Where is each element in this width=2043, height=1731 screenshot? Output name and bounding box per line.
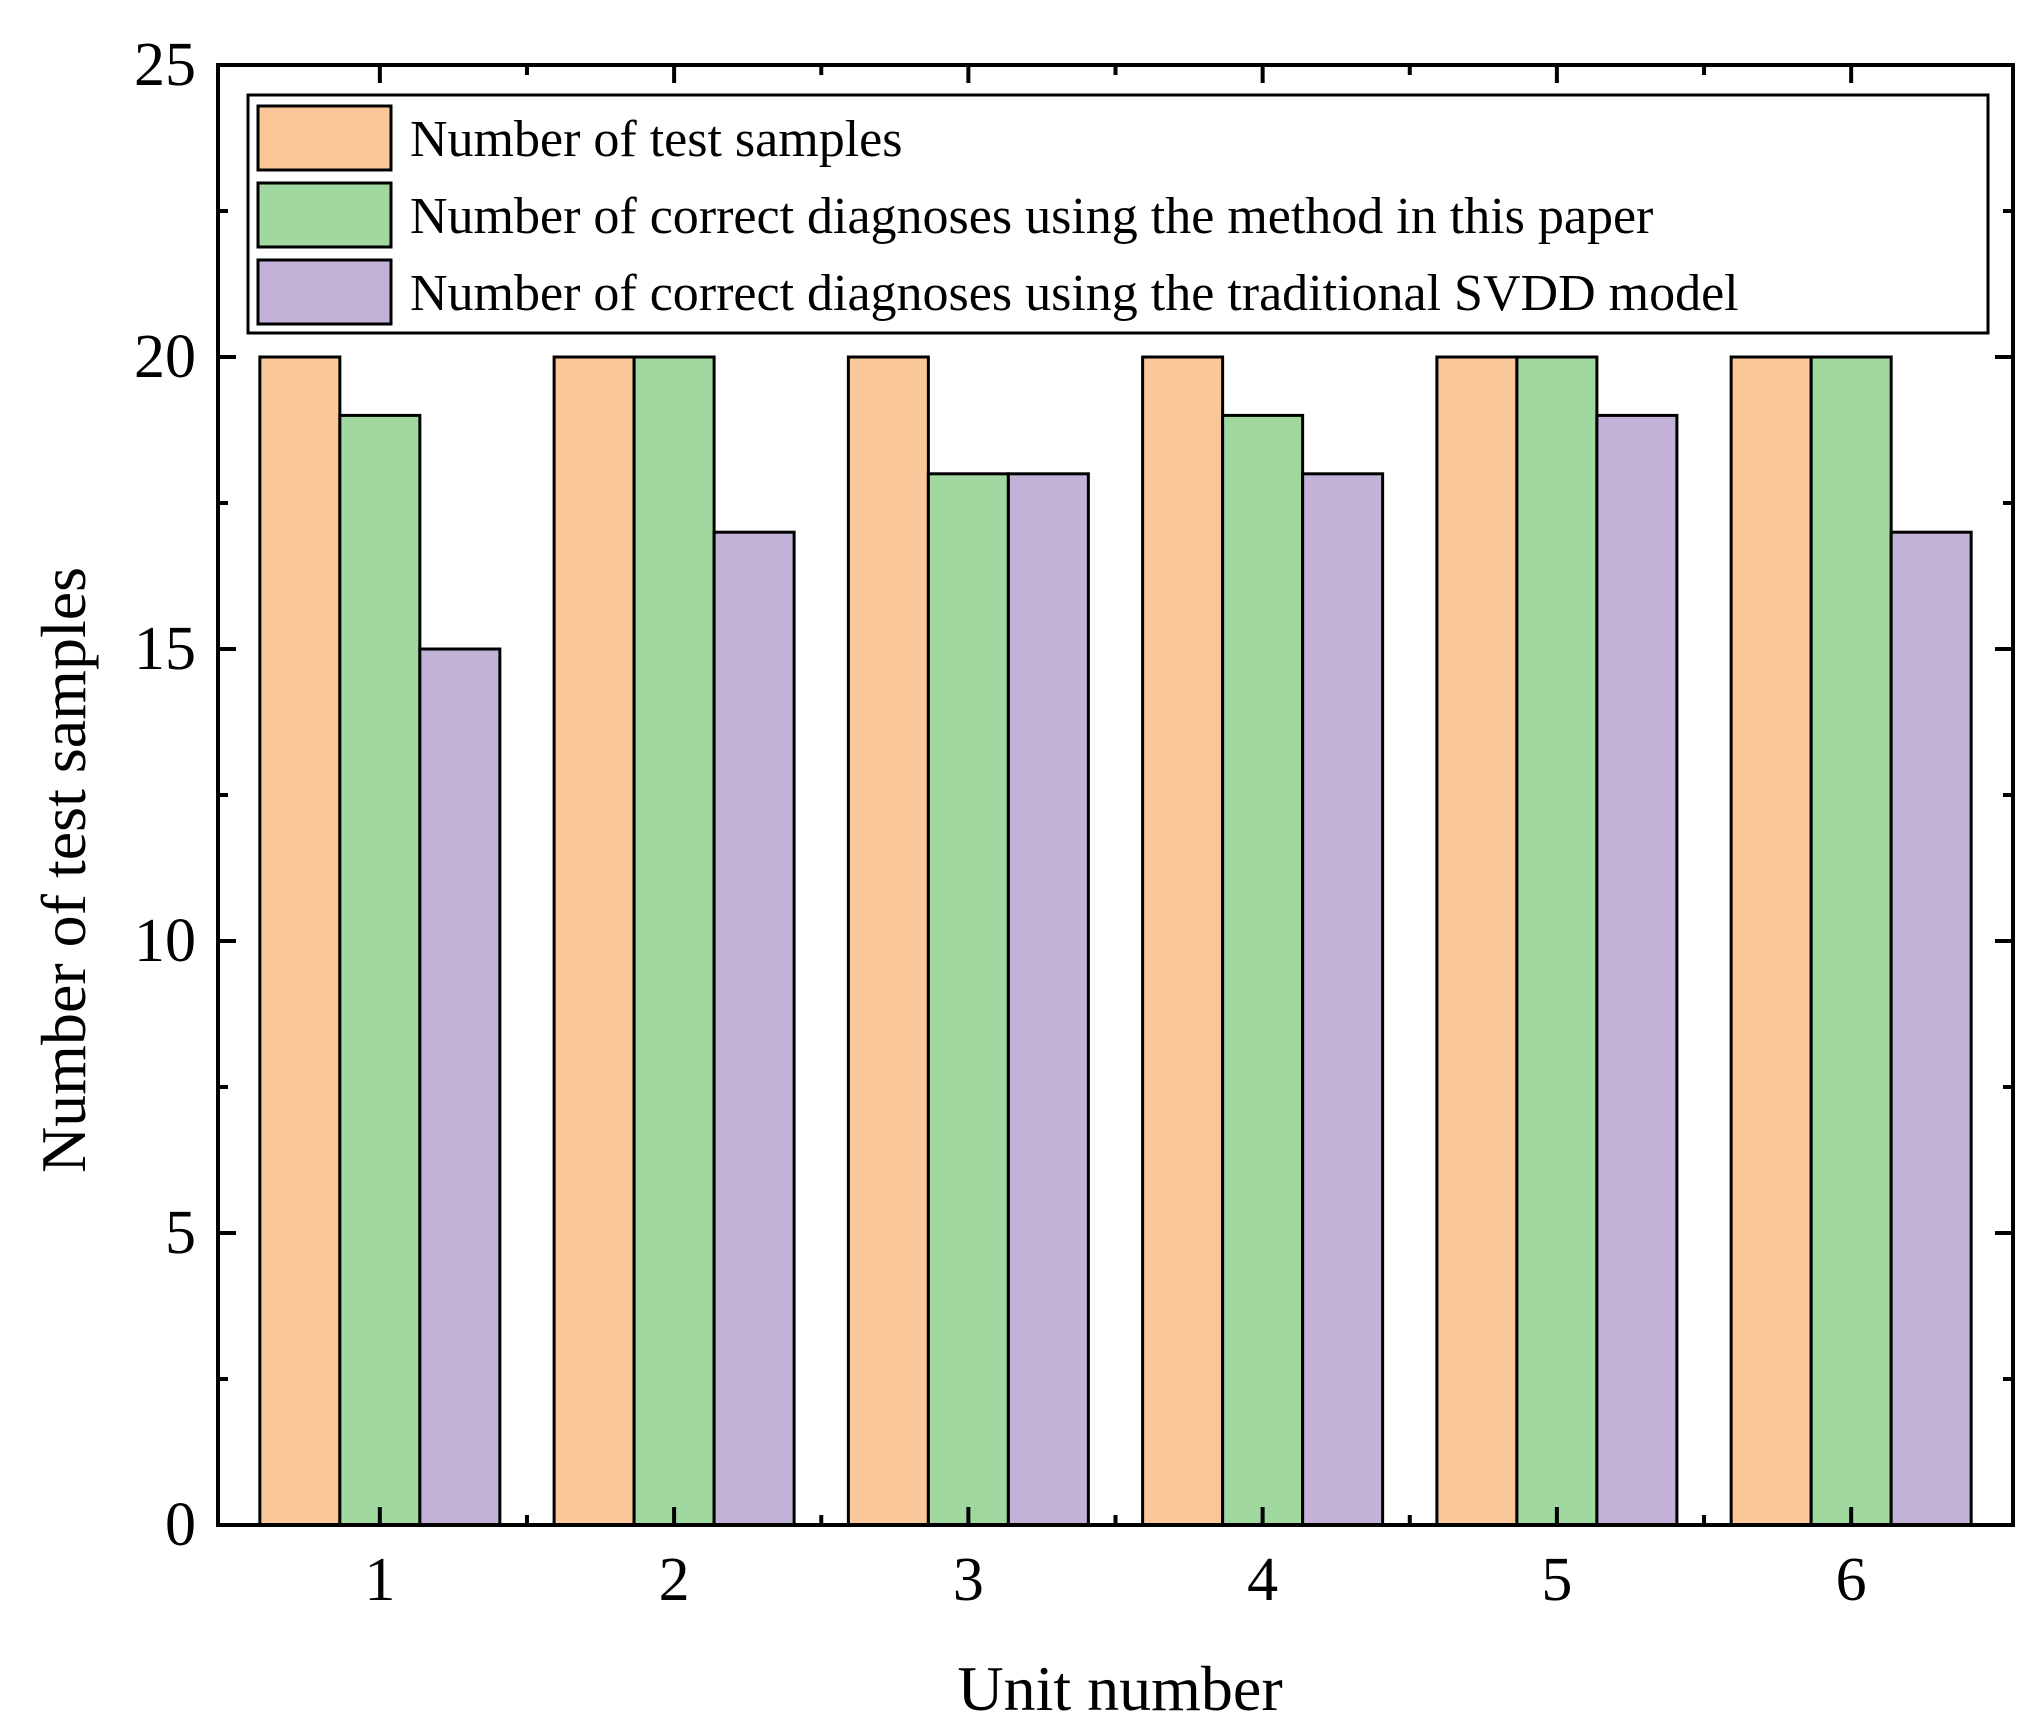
legend-swatch-1	[256, 104, 393, 172]
x-axis-title: Unit number	[957, 1653, 1282, 1724]
y-tick-label: 0	[165, 1491, 196, 1559]
bar-3-unit-4	[1301, 472, 1385, 1527]
bars-layer	[258, 355, 1973, 1527]
bar-1-unit-6	[1729, 355, 1813, 1527]
y-axis-title: Number of test samples	[28, 567, 99, 1173]
y-tick-label: 15	[134, 615, 196, 683]
bar-2-unit-6	[1809, 355, 1893, 1527]
bar-1-unit-5	[1435, 355, 1519, 1527]
bar-2-unit-5	[1515, 355, 1599, 1527]
bar-1-unit-3	[846, 355, 930, 1527]
bar-2-unit-2	[632, 355, 716, 1527]
legend-label-2: Number of correct diagnoses using the me…	[410, 188, 1653, 245]
bar-1-unit-4	[1141, 355, 1225, 1527]
bar-2-unit-1	[338, 413, 422, 1527]
x-tick-label: 1	[364, 1546, 395, 1614]
x-tick-label: 2	[659, 1546, 690, 1614]
y-tick-label: 10	[134, 907, 196, 975]
legend-swatch-2	[256, 181, 393, 249]
bar-1-unit-1	[258, 355, 342, 1527]
legend-label-1: Number of test samples	[410, 111, 902, 168]
y-tick-label: 25	[134, 31, 196, 99]
bar-2-unit-3	[926, 472, 1010, 1527]
bar-1-unit-2	[552, 355, 636, 1527]
x-tick-label: 6	[1836, 1546, 1867, 1614]
y-tick-label: 20	[134, 323, 196, 391]
x-tick-label: 4	[1247, 1546, 1278, 1614]
legend-swatch-3	[256, 258, 393, 326]
x-tick-label: 5	[1541, 1546, 1572, 1614]
bar-3-unit-5	[1595, 413, 1679, 1527]
bar-3-unit-2	[712, 530, 796, 1527]
legend-label-3: Number of correct diagnoses using the tr…	[410, 265, 1739, 322]
legend: Number of test samples Number of correct …	[246, 93, 1990, 335]
bar-3-unit-3	[1006, 472, 1090, 1527]
legend-box	[246, 93, 1990, 335]
x-tick-label: 3	[953, 1546, 984, 1614]
y-tick-label: 5	[165, 1199, 196, 1267]
ticks-layer: 0 5 10 15 20 25 1 2 3 4 5 6	[134, 31, 2013, 1614]
bar-3-unit-1	[418, 647, 502, 1527]
bar-2-unit-4	[1221, 413, 1305, 1527]
bar-3-unit-6	[1889, 530, 1973, 1527]
